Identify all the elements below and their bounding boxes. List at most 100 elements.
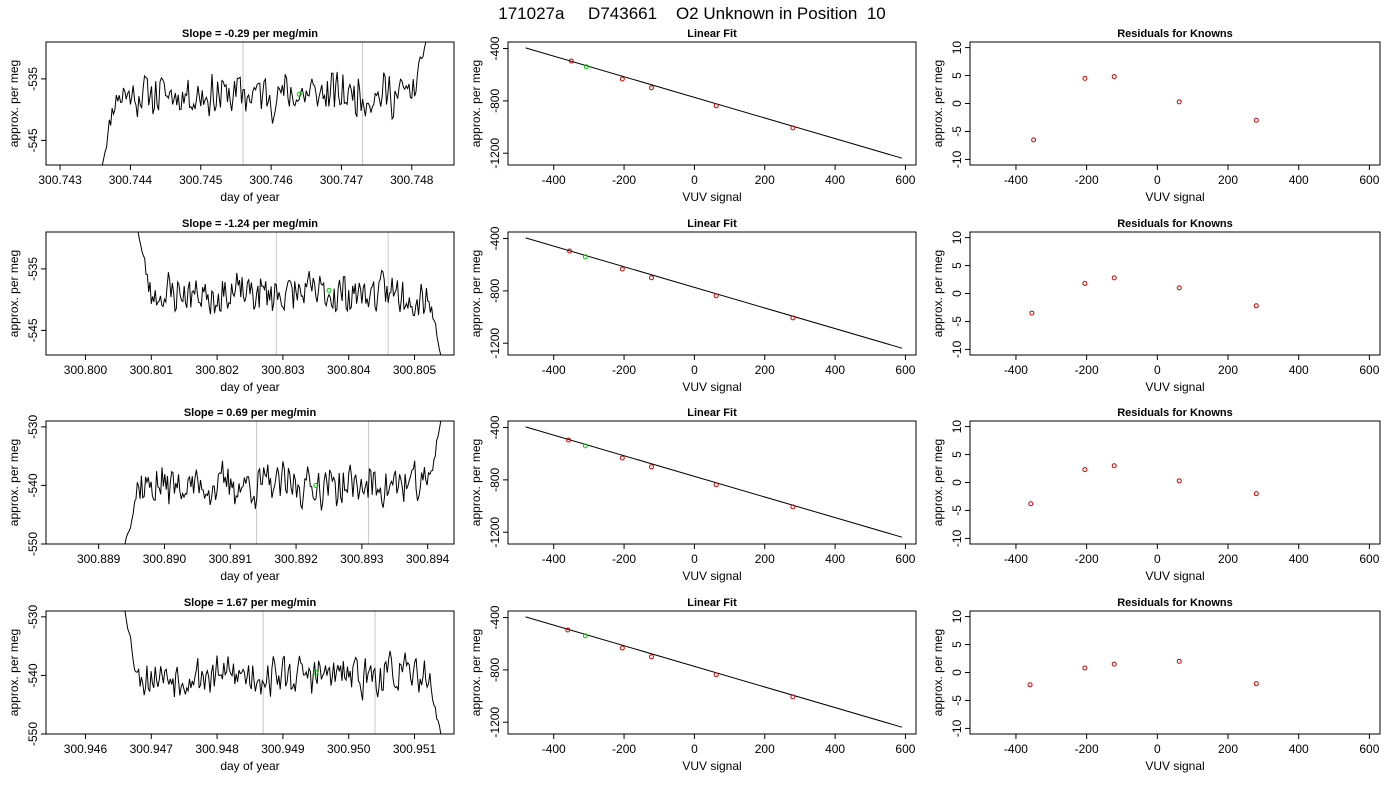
x-axis-label: day of year — [220, 759, 279, 773]
panel-title: Residuals for Knowns — [1117, 597, 1233, 609]
known-point — [1253, 117, 1259, 123]
x-axis-label: VUV signal — [1145, 190, 1204, 204]
panel-title: Slope = -1.24 per meg/min — [182, 218, 318, 230]
known-point — [1082, 665, 1088, 671]
plot-frame — [969, 610, 1381, 735]
x-axis-label: VUV signal — [1145, 380, 1204, 394]
x-tick-label: 300.894 — [406, 552, 450, 566]
y-tick-label: -1200 — [488, 328, 502, 359]
y-tick-label: -535 — [26, 67, 40, 91]
x-tick-label: 400 — [825, 173, 845, 187]
panel-title: Slope = 0.69 per meg/min — [184, 407, 317, 419]
known-point — [790, 125, 796, 131]
x-tick-label: 300.946 — [64, 742, 108, 756]
known-point — [1029, 310, 1035, 316]
known-point — [1082, 75, 1088, 81]
y-tick-label: -535 — [26, 257, 40, 281]
y-axis-label: approx. per meg — [931, 439, 945, 526]
x-tick-label: 0 — [1154, 552, 1161, 566]
panel-5: -400 -200 0 200 400 600 -400 -800 -1200 VUV signa… — [469, 218, 917, 394]
x-tick-label: -200 — [612, 552, 636, 566]
x-tick-label: 200 — [755, 742, 775, 756]
unknown-point — [313, 482, 319, 488]
known-point — [565, 437, 571, 443]
x-tick-label: 300.746 — [249, 173, 293, 187]
known-point — [649, 275, 655, 281]
known-point — [1176, 99, 1182, 105]
x-tick-label: 0 — [691, 363, 698, 377]
known-point — [649, 654, 655, 660]
x-tick-label: 300.745 — [179, 173, 223, 187]
y-tick-label: -540 — [26, 663, 40, 687]
y-tick-label: -10 — [950, 340, 964, 358]
fit-line — [525, 47, 903, 159]
known-point — [568, 58, 574, 64]
plot-area — [124, 611, 442, 734]
x-tick-label: -200 — [1075, 552, 1099, 566]
x-tick-label: 200 — [1218, 552, 1238, 566]
known-point — [567, 248, 573, 254]
known-point — [565, 627, 571, 633]
y-tick-label: -1200 — [488, 517, 502, 548]
y-tick-label: 10 — [950, 231, 964, 245]
x-tick-label: -400 — [1004, 552, 1028, 566]
x-tick-label: 0 — [691, 552, 698, 566]
x-axis-label: day of year — [220, 190, 279, 204]
plot-area — [1027, 658, 1259, 688]
panel-title: Linear Fit — [687, 218, 737, 230]
x-tick-label: 300.802 — [195, 363, 239, 377]
x-tick-label: -400 — [542, 742, 566, 756]
x-axis-label: VUV signal — [682, 569, 741, 583]
x-tick-label: 300.744 — [109, 173, 153, 187]
x-tick-label: -400 — [542, 173, 566, 187]
x-tick-label: 200 — [755, 173, 775, 187]
panel-title: Residuals for Knowns — [1117, 407, 1233, 419]
y-axis-label: approx. per meg — [7, 250, 21, 337]
x-tick-label: 300.892 — [274, 552, 318, 566]
y-tick-label: 5 — [950, 641, 964, 648]
known-point — [1082, 280, 1088, 286]
known-point — [649, 85, 655, 91]
panel-1: 300.743 300.744 300.745 300.746 300.747 300.7… — [7, 28, 455, 204]
panel-title: Residuals for Knowns — [1117, 218, 1233, 230]
y-tick-label: 5 — [950, 72, 964, 79]
known-point — [1253, 491, 1259, 497]
y-axis-label: approx. per meg — [469, 629, 483, 716]
known-point — [713, 482, 719, 488]
y-tick-label: -1200 — [488, 138, 502, 169]
x-tick-label: 600 — [1359, 552, 1379, 566]
x-tick-label: 400 — [825, 552, 845, 566]
y-tick-label: 0 — [950, 479, 964, 486]
plot-frame — [969, 420, 1381, 545]
x-tick-label: 400 — [1289, 552, 1309, 566]
known-point — [790, 315, 796, 321]
plot-frame — [507, 420, 917, 545]
plot-area — [525, 47, 903, 159]
y-tick-label: 0 — [950, 669, 964, 676]
panel-3: -400 -200 0 200 400 600 10 5 0 -5 -10 VUV signal app… — [931, 28, 1381, 204]
y-axis-label: approx. per meg — [931, 60, 945, 147]
plot-frame — [507, 231, 917, 356]
time-series-trace — [124, 611, 442, 734]
x-tick-label: -200 — [1075, 363, 1099, 377]
x-tick-label: 400 — [1289, 742, 1309, 756]
x-tick-label: 200 — [1218, 742, 1238, 756]
time-series-trace — [124, 421, 442, 544]
x-tick-label: 200 — [755, 363, 775, 377]
x-tick-label: 300.891 — [209, 552, 253, 566]
y-tick-label: 10 — [950, 420, 964, 434]
y-tick-label: -10 — [950, 529, 964, 547]
y-tick-label: -5 — [950, 126, 964, 137]
x-tick-label: 0 — [691, 173, 698, 187]
x-tick-label: 0 — [691, 742, 698, 756]
y-tick-label: -400 — [488, 226, 502, 250]
known-point — [1111, 661, 1117, 667]
plot-area — [1028, 463, 1259, 507]
y-tick-label: -800 — [488, 279, 502, 303]
x-tick-label: -200 — [1075, 742, 1099, 756]
plot-area — [525, 237, 903, 349]
x-tick-label: 300.948 — [195, 742, 239, 756]
y-tick-label: -800 — [488, 89, 502, 113]
x-tick-label: 300.801 — [130, 363, 174, 377]
